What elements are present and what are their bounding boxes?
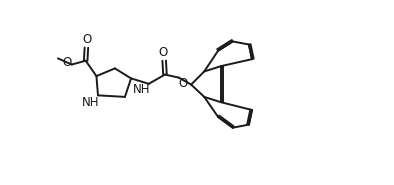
Text: O: O [83,33,92,46]
Text: NH: NH [82,96,99,109]
Text: O: O [178,77,187,90]
Text: NH: NH [133,83,151,96]
Text: O: O [159,46,168,60]
Text: O: O [63,56,72,69]
